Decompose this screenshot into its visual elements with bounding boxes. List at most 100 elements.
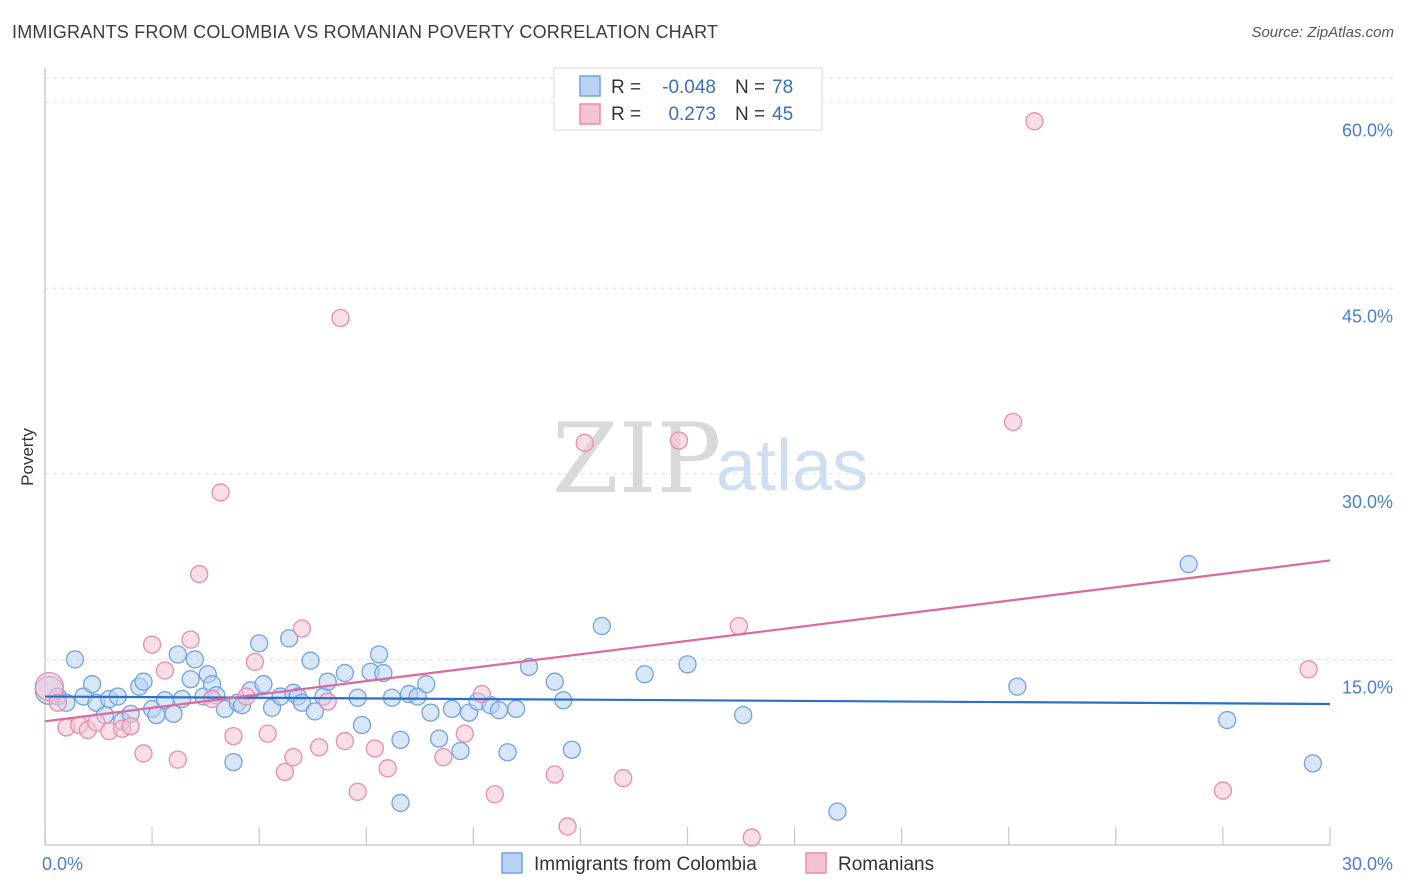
colombia-point: [734, 705, 753, 725]
y-axis-label: Poverty: [18, 428, 37, 486]
legend-r-value-2: 0.273: [668, 104, 716, 125]
romanian-point: [742, 828, 761, 847]
colombia-point: [254, 675, 273, 694]
legend-romanians-label: Romanians: [838, 854, 934, 875]
romanian-point: [121, 717, 140, 736]
source-label: Source: ZipAtlas.com: [1251, 24, 1394, 41]
romanian-point: [190, 564, 209, 584]
romanian-point: [155, 661, 175, 680]
colombia-point: [391, 793, 410, 813]
romanian-point: [378, 759, 397, 778]
romanian-point: [1025, 112, 1044, 131]
x-tick-label: 0.0%: [42, 854, 83, 874]
romanian-point: [181, 630, 200, 649]
colombia-point: [391, 730, 410, 749]
colombia-point: [181, 670, 200, 689]
colombia-point: [429, 729, 449, 748]
colombia-point: [519, 657, 539, 677]
watermark-zip: ZIP: [552, 403, 721, 515]
romanian-point: [558, 817, 577, 836]
colombia-point: [164, 704, 183, 724]
legend-n-label-1: N =: [735, 77, 765, 98]
legend-blue-swatch: [579, 75, 601, 97]
x-tick-label: 30.0%: [1342, 854, 1393, 874]
romanian-point: [245, 652, 265, 672]
colombia-point: [489, 701, 509, 720]
legend-r-value-1: -0.048: [662, 77, 716, 98]
colombia-point: [305, 702, 325, 721]
romanian-point: [545, 765, 564, 784]
colombia-point: [65, 650, 85, 669]
legend-pink-swatch: [579, 103, 601, 125]
correlation-legend: R = -0.048 N = 78 R = 0.273 N = 45: [553, 67, 823, 131]
colombia-point: [82, 675, 102, 694]
legend-n-value-2: 45: [772, 104, 793, 125]
romanian-point: [284, 748, 303, 767]
colombia-point: [1218, 710, 1237, 730]
trend-lines: [44, 559, 1331, 723]
legend-romanians-swatch: [805, 852, 827, 874]
romanian-point: [614, 769, 633, 788]
colombia-point: [352, 715, 372, 735]
romanian-point: [455, 724, 474, 743]
legend-r-label-1: R =: [611, 77, 641, 98]
romanian-point: [134, 744, 153, 763]
romanian-point: [142, 635, 162, 654]
colombia-point: [635, 665, 654, 684]
romanian-point: [434, 748, 453, 767]
colombia-point: [374, 663, 393, 683]
y-tick-label: 45.0%: [1342, 306, 1393, 326]
colombia-point: [507, 699, 526, 719]
romanian-point: [1003, 412, 1023, 432]
legend-n-label-2: N =: [735, 104, 765, 125]
y-tick-label: 60.0%: [1342, 121, 1393, 141]
romanian-point: [309, 738, 329, 757]
romanian-point: [224, 726, 243, 746]
y-tick-label: 15.0%: [1342, 677, 1393, 697]
axes: [44, 68, 1331, 846]
watermark-atlas: atlas: [716, 426, 868, 506]
legend-n-value-1: 78: [772, 77, 793, 98]
series-legend: Immigrants from Colombia Romanians: [501, 852, 934, 875]
romanian-point: [729, 616, 749, 636]
colombia-point: [562, 740, 581, 759]
colombia-point: [168, 645, 187, 664]
colombia-point: [185, 650, 205, 669]
colombia-point: [828, 802, 847, 821]
colombia-point: [1179, 555, 1198, 574]
romanian-point: [365, 739, 384, 758]
romanian-point: [1299, 660, 1318, 679]
colombia-point: [545, 672, 564, 691]
colombia-point: [678, 655, 697, 674]
colombia-point: [408, 687, 427, 706]
romanian-point: [275, 762, 295, 782]
data-points: [34, 112, 1323, 847]
colombia-point: [335, 663, 354, 683]
romanian-point: [258, 724, 277, 743]
legend-colombia-label: Immigrants from Colombia: [534, 854, 757, 875]
romanian-point: [1213, 781, 1233, 800]
colombia-point: [1008, 677, 1027, 696]
colombia-point: [369, 645, 389, 664]
romanian-point: [211, 483, 230, 502]
colombia-point: [250, 634, 269, 653]
legend-colombia-swatch: [501, 852, 523, 874]
romanian-point: [48, 693, 67, 712]
romanian-point: [485, 785, 504, 804]
colombia-point: [451, 741, 470, 761]
colombia-point: [1303, 754, 1323, 773]
legend-r-label-2: R =: [611, 104, 641, 125]
colombia-point: [224, 752, 243, 772]
colombia-point: [592, 616, 611, 636]
romanian-point: [348, 782, 367, 801]
chart-title: IMMIGRANTS FROM COLOMBIA VS ROMANIAN POV…: [12, 22, 719, 42]
romanian-point: [331, 308, 350, 328]
romanian-point: [575, 433, 594, 453]
colombia-point: [498, 743, 517, 762]
colombia-point: [417, 675, 436, 694]
colombia-point: [421, 703, 440, 722]
romanian-point: [168, 750, 187, 769]
y-tick-label: 30.0%: [1342, 492, 1393, 512]
colombia-point: [134, 672, 153, 691]
